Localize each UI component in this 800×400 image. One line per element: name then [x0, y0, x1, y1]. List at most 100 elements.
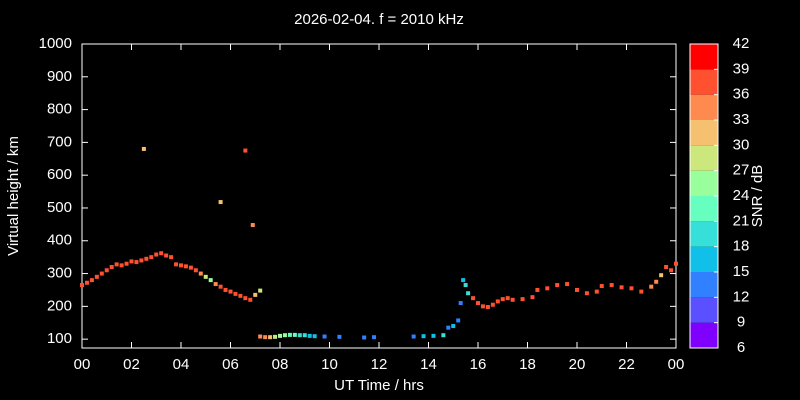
colorbar-band [690, 221, 718, 247]
x-tick-label: 20 [569, 356, 586, 373]
colorbar-band [690, 44, 718, 70]
colorbar-tick-label: 21 [733, 212, 750, 229]
colorbar-tick-label: 12 [733, 288, 750, 305]
data-point [446, 325, 451, 330]
data-point [223, 287, 228, 292]
data-point [431, 333, 436, 338]
data-point [238, 293, 243, 298]
data-point [233, 291, 238, 296]
data-point [129, 259, 134, 264]
data-point [411, 334, 416, 339]
data-point [669, 268, 674, 273]
data-point [263, 335, 268, 340]
colorbar-band [690, 246, 718, 272]
data-point [441, 333, 446, 338]
data-point [520, 297, 525, 302]
data-point [322, 334, 327, 339]
data-point [485, 305, 490, 310]
data-point [565, 282, 570, 287]
x-tick-label: 22 [618, 356, 635, 373]
data-point [584, 291, 589, 296]
colorbar-label: SNR / dB [749, 165, 766, 228]
data-point [253, 292, 258, 297]
colorbar-tick-label: 30 [733, 136, 750, 153]
data-point [164, 253, 169, 258]
data-point [141, 146, 146, 151]
data-point [104, 268, 109, 273]
data-point [312, 334, 317, 339]
data-point [243, 148, 248, 153]
data-point [109, 264, 114, 269]
data-point [119, 263, 124, 268]
data-point [99, 271, 104, 276]
data-point [594, 289, 599, 294]
data-point [250, 223, 255, 228]
x-tick-label: 08 [272, 356, 289, 373]
y-tick-label: 900 [47, 68, 72, 85]
data-point [555, 283, 560, 288]
data-point [466, 291, 471, 296]
data-point [609, 283, 614, 288]
plot-frame [81, 43, 677, 349]
data-point [149, 255, 154, 260]
data-point [144, 256, 149, 261]
x-tick-label: 02 [123, 356, 140, 373]
x-tick-label: 00 [74, 356, 91, 373]
data-point [203, 274, 208, 279]
data-point [307, 333, 312, 338]
colorbar-band [690, 145, 718, 171]
data-point [248, 297, 253, 302]
colorbar-band [690, 69, 718, 95]
data-point [169, 255, 174, 260]
data-point [213, 282, 218, 287]
data-point [664, 264, 669, 269]
data-point [599, 284, 604, 289]
x-tick-label: 14 [420, 356, 437, 373]
y-tick-label: 200 [47, 297, 72, 314]
data-point [208, 278, 213, 283]
x-tick-label: 12 [371, 356, 388, 373]
data-point [480, 304, 485, 309]
data-point [124, 261, 129, 266]
colorbar-tick-label: 9 [737, 314, 745, 331]
data-point [114, 262, 119, 267]
data-point [94, 274, 99, 279]
data-point [273, 334, 278, 339]
data-point [456, 318, 461, 323]
data-point [282, 333, 287, 338]
data-point [302, 333, 307, 338]
x-tick-label: 10 [321, 356, 338, 373]
colorbar-band [690, 196, 718, 222]
data-point [461, 278, 466, 283]
colorbar-band [690, 170, 718, 196]
data-point [179, 263, 183, 268]
data-point [458, 301, 463, 306]
data-point [421, 334, 426, 339]
colorbar-tick-label: 18 [733, 238, 750, 255]
data-point [463, 283, 468, 288]
data-point [159, 251, 164, 256]
y-tick-label: 500 [47, 199, 72, 216]
data-point [530, 295, 535, 300]
y-tick-label: 800 [47, 101, 72, 118]
y-tick-label: 300 [47, 265, 72, 282]
x-tick-label: 06 [222, 356, 239, 373]
data-point [619, 285, 624, 290]
data-point [258, 334, 263, 339]
data-point [297, 333, 302, 338]
y-tick-label: 600 [47, 166, 72, 183]
data-point [451, 324, 456, 329]
chart-title: 2026-02-04. f = 2010 kHz [294, 11, 464, 28]
y-tick-label: 1000 [39, 35, 72, 52]
data-point [154, 252, 159, 257]
x-tick-label: 00 [668, 356, 685, 373]
y-tick-label: 700 [47, 133, 72, 150]
data-point [84, 280, 89, 285]
data-point [575, 287, 579, 292]
data-point [476, 301, 480, 306]
data-point [218, 200, 223, 205]
colorbar-tick-label: 33 [733, 111, 750, 128]
data-point [139, 258, 144, 263]
x-tick-label: 04 [173, 356, 190, 373]
